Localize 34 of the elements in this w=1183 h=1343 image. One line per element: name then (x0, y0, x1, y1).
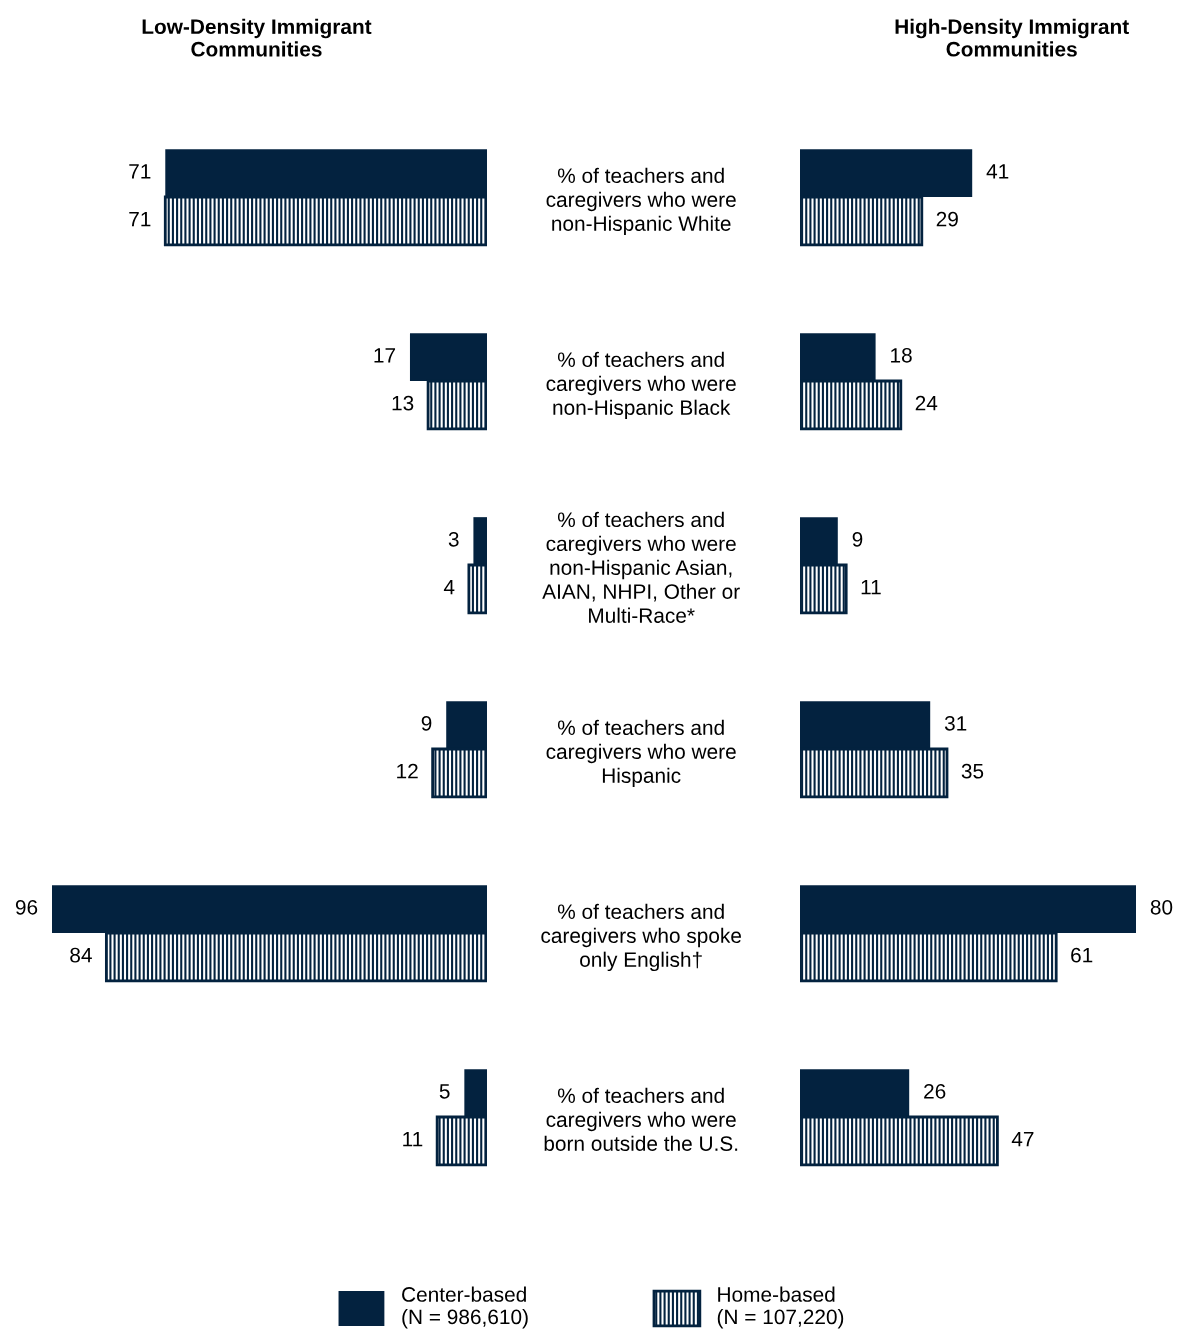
y-tick-label: % of teachers and caregivers who were non-Hispanic Black (546, 351, 736, 420)
chart-title: High-Density Immigrant Communities (895, 18, 1129, 57)
data-label: 5 (439, 1084, 450, 1099)
data-label: 29 (936, 211, 958, 227)
data-label: 80 (1150, 899, 1173, 915)
data-label: 13 (392, 395, 414, 411)
data-label: 35 (961, 763, 984, 779)
y-tick-label: % of teachers and caregivers who were non-Hispanic Asian, AIAN, NHPI, Other or Multi-Race* (542, 511, 740, 623)
data-label: 9 (852, 531, 863, 547)
data-label: 71 (129, 211, 151, 227)
data-label: 4 (443, 579, 455, 595)
y-tick-label: % of teachers and caregivers who were born outside the U.S. (544, 1087, 738, 1151)
data-label: 11 (403, 1131, 423, 1147)
data-label: 18 (891, 347, 912, 363)
data-label: 31 (944, 715, 967, 731)
y-tick-label: % of teachers and caregivers who spoke only English† (541, 903, 741, 972)
y-tick-label: % of teachers and caregivers who were non-Hispanic White (546, 167, 736, 236)
data-label: 26 (924, 1083, 946, 1099)
data-label: 24 (915, 395, 938, 411)
data-label: 12 (397, 763, 418, 779)
data-label: 47 (1011, 1131, 1034, 1147)
data-label: 17 (374, 348, 396, 363)
data-label: 61 (1071, 947, 1093, 963)
data-label: 71 (129, 164, 151, 179)
legend-label: Center-based (N = 986,610) (402, 1286, 528, 1329)
data-label: 96 (15, 899, 38, 915)
legend-label: Home-based (N = 107,220) (717, 1286, 844, 1329)
data-label: 41 (986, 164, 1009, 179)
data-label: 9 (421, 715, 432, 731)
data-label: 11 (861, 579, 881, 595)
data-label: 3 (448, 531, 459, 547)
data-label: 84 (70, 947, 92, 963)
y-tick-label: % of teachers and caregivers who were Hispanic (546, 719, 736, 788)
chart-title: Low-Density Immigrant Communities (142, 18, 372, 57)
